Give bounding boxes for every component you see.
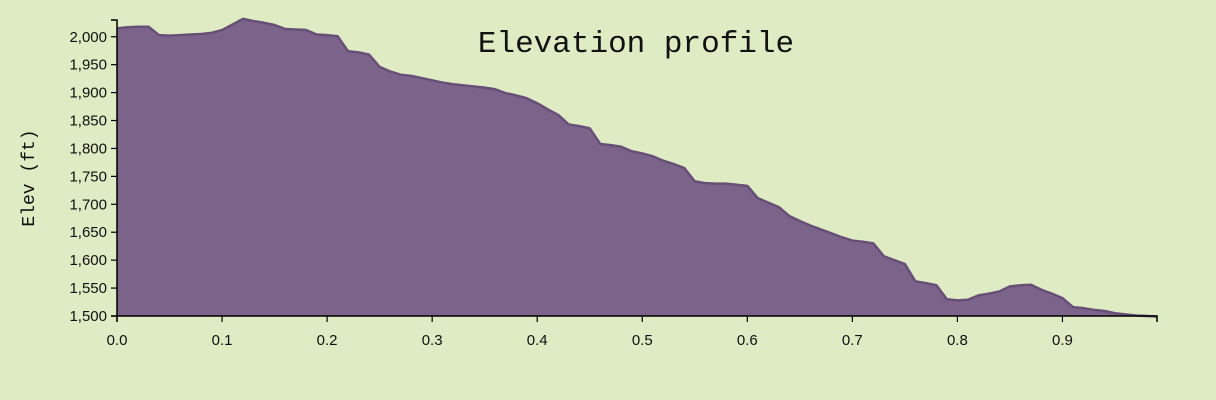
y-tick-label: 1,600 [69,252,107,269]
x-tick-label: 0.9 [1052,332,1073,349]
area-layer [116,17,1158,318]
y-tick-label: 1,950 [69,57,107,74]
x-tick-label: 0.7 [842,332,863,349]
y-tick-label: 1,550 [69,280,107,297]
y-tick-label: 1,800 [69,140,107,157]
axes-layer: 1,500 1,550 1,600 1,650 1,700 1,750 1,800 1,850… [69,19,1158,349]
y-tick-label: 1,750 [69,168,107,185]
y-tick-label: 1,900 [69,85,107,102]
y-tick-label: 1,500 [69,308,107,325]
x-axis-line [116,315,1158,322]
x-tick-label: 0.4 [527,332,548,349]
x-tick-label: 0.2 [317,332,338,349]
y-tick-label: 1,700 [69,196,107,213]
x-tick-label: 0.6 [737,332,758,349]
chart-title: Elevation profile [478,27,794,62]
x-tick-label: 0.0 [107,332,128,349]
x-tick-label: 0.8 [947,332,968,349]
x-tick-label: 0.5 [632,332,653,349]
y-tick-label: 1,650 [69,224,107,241]
y-tick-label: 2,000 [69,29,107,46]
x-tick-label: 0.1 [212,332,233,349]
elevation-area [117,18,1157,317]
y-axis-title: Elev (ft) [20,129,40,226]
elevation-line [116,17,1158,318]
y-tick-label: 1,850 [69,113,107,130]
x-tick-label: 0.3 [422,332,443,349]
